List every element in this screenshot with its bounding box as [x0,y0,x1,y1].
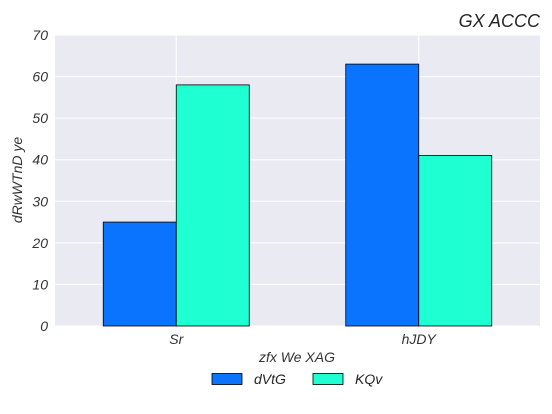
x-tick-label: Sr [169,331,184,347]
y-axis-title: dRwWTnD ye [9,137,25,224]
legend: dVtG KQv [212,371,383,387]
y-tick-label: 30 [32,193,48,209]
legend-swatch [212,374,242,385]
y-tick-label: 60 [32,69,48,85]
y-tick-label: 20 [31,235,48,251]
y-tick-label: 50 [32,110,48,126]
legend-swatch [313,374,343,385]
chart-title: GX ACCC [459,11,541,31]
bar [346,64,419,326]
y-tick-label: 0 [40,318,48,334]
legend-label: KQv [355,371,383,387]
y-tick-label: 10 [32,276,48,292]
bar [176,85,249,326]
bar [103,222,176,326]
x-tick-label: hJDY [402,331,438,347]
y-tick-labels: 0 10 20 30 40 50 60 70 [31,27,48,334]
x-tick-labels: Sr hJDY [169,331,437,347]
legend-label: dVtG [254,371,286,387]
y-tick-label: 40 [32,152,48,168]
x-axis-title: zfx We XAG [258,349,335,365]
y-tick-label: 70 [32,27,48,43]
bar [419,156,492,326]
